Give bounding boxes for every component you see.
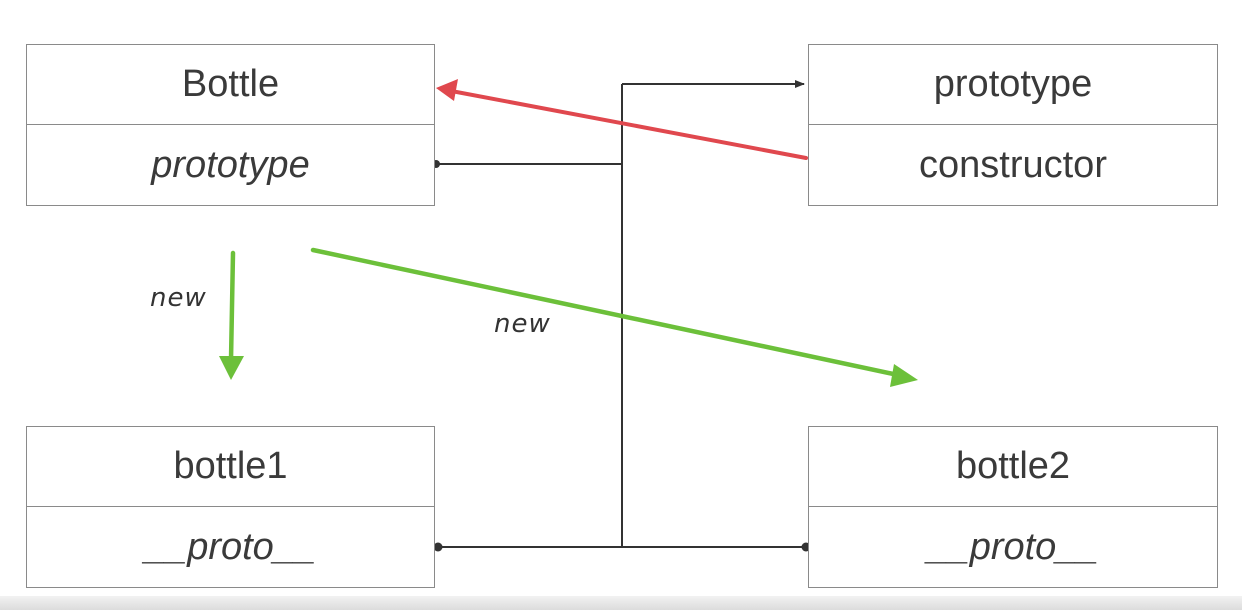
new-label-left: new [150, 283, 207, 313]
bottle1-proto-dot [433, 542, 443, 552]
bottle2-proto-field: __proto__ [927, 525, 1099, 568]
bottle-title: Bottle [27, 45, 434, 125]
bottle-prototype-field: prototype [151, 143, 310, 186]
new-label-middle: new [494, 309, 551, 339]
bottle1-proto-field: __proto__ [144, 525, 317, 568]
prototype-object-box: prototype constructor [808, 44, 1218, 206]
constructor-arrow [436, 79, 808, 160]
bottle2-title: bottle2 [809, 427, 1217, 507]
bottle2-box: bottle2 __proto__ [808, 426, 1218, 588]
prototype-title: prototype [809, 45, 1217, 125]
bottle-constructor-box: Bottle prototype [26, 44, 435, 206]
bottle1-title: bottle1 [27, 427, 434, 507]
new-arrow-down [219, 250, 244, 380]
new-arrow-diagonal [310, 247, 918, 387]
bottom-edge-shadow [0, 596, 1242, 610]
bottle1-box: bottle1 __proto__ [26, 426, 435, 588]
constructor-field: constructor [919, 143, 1107, 186]
